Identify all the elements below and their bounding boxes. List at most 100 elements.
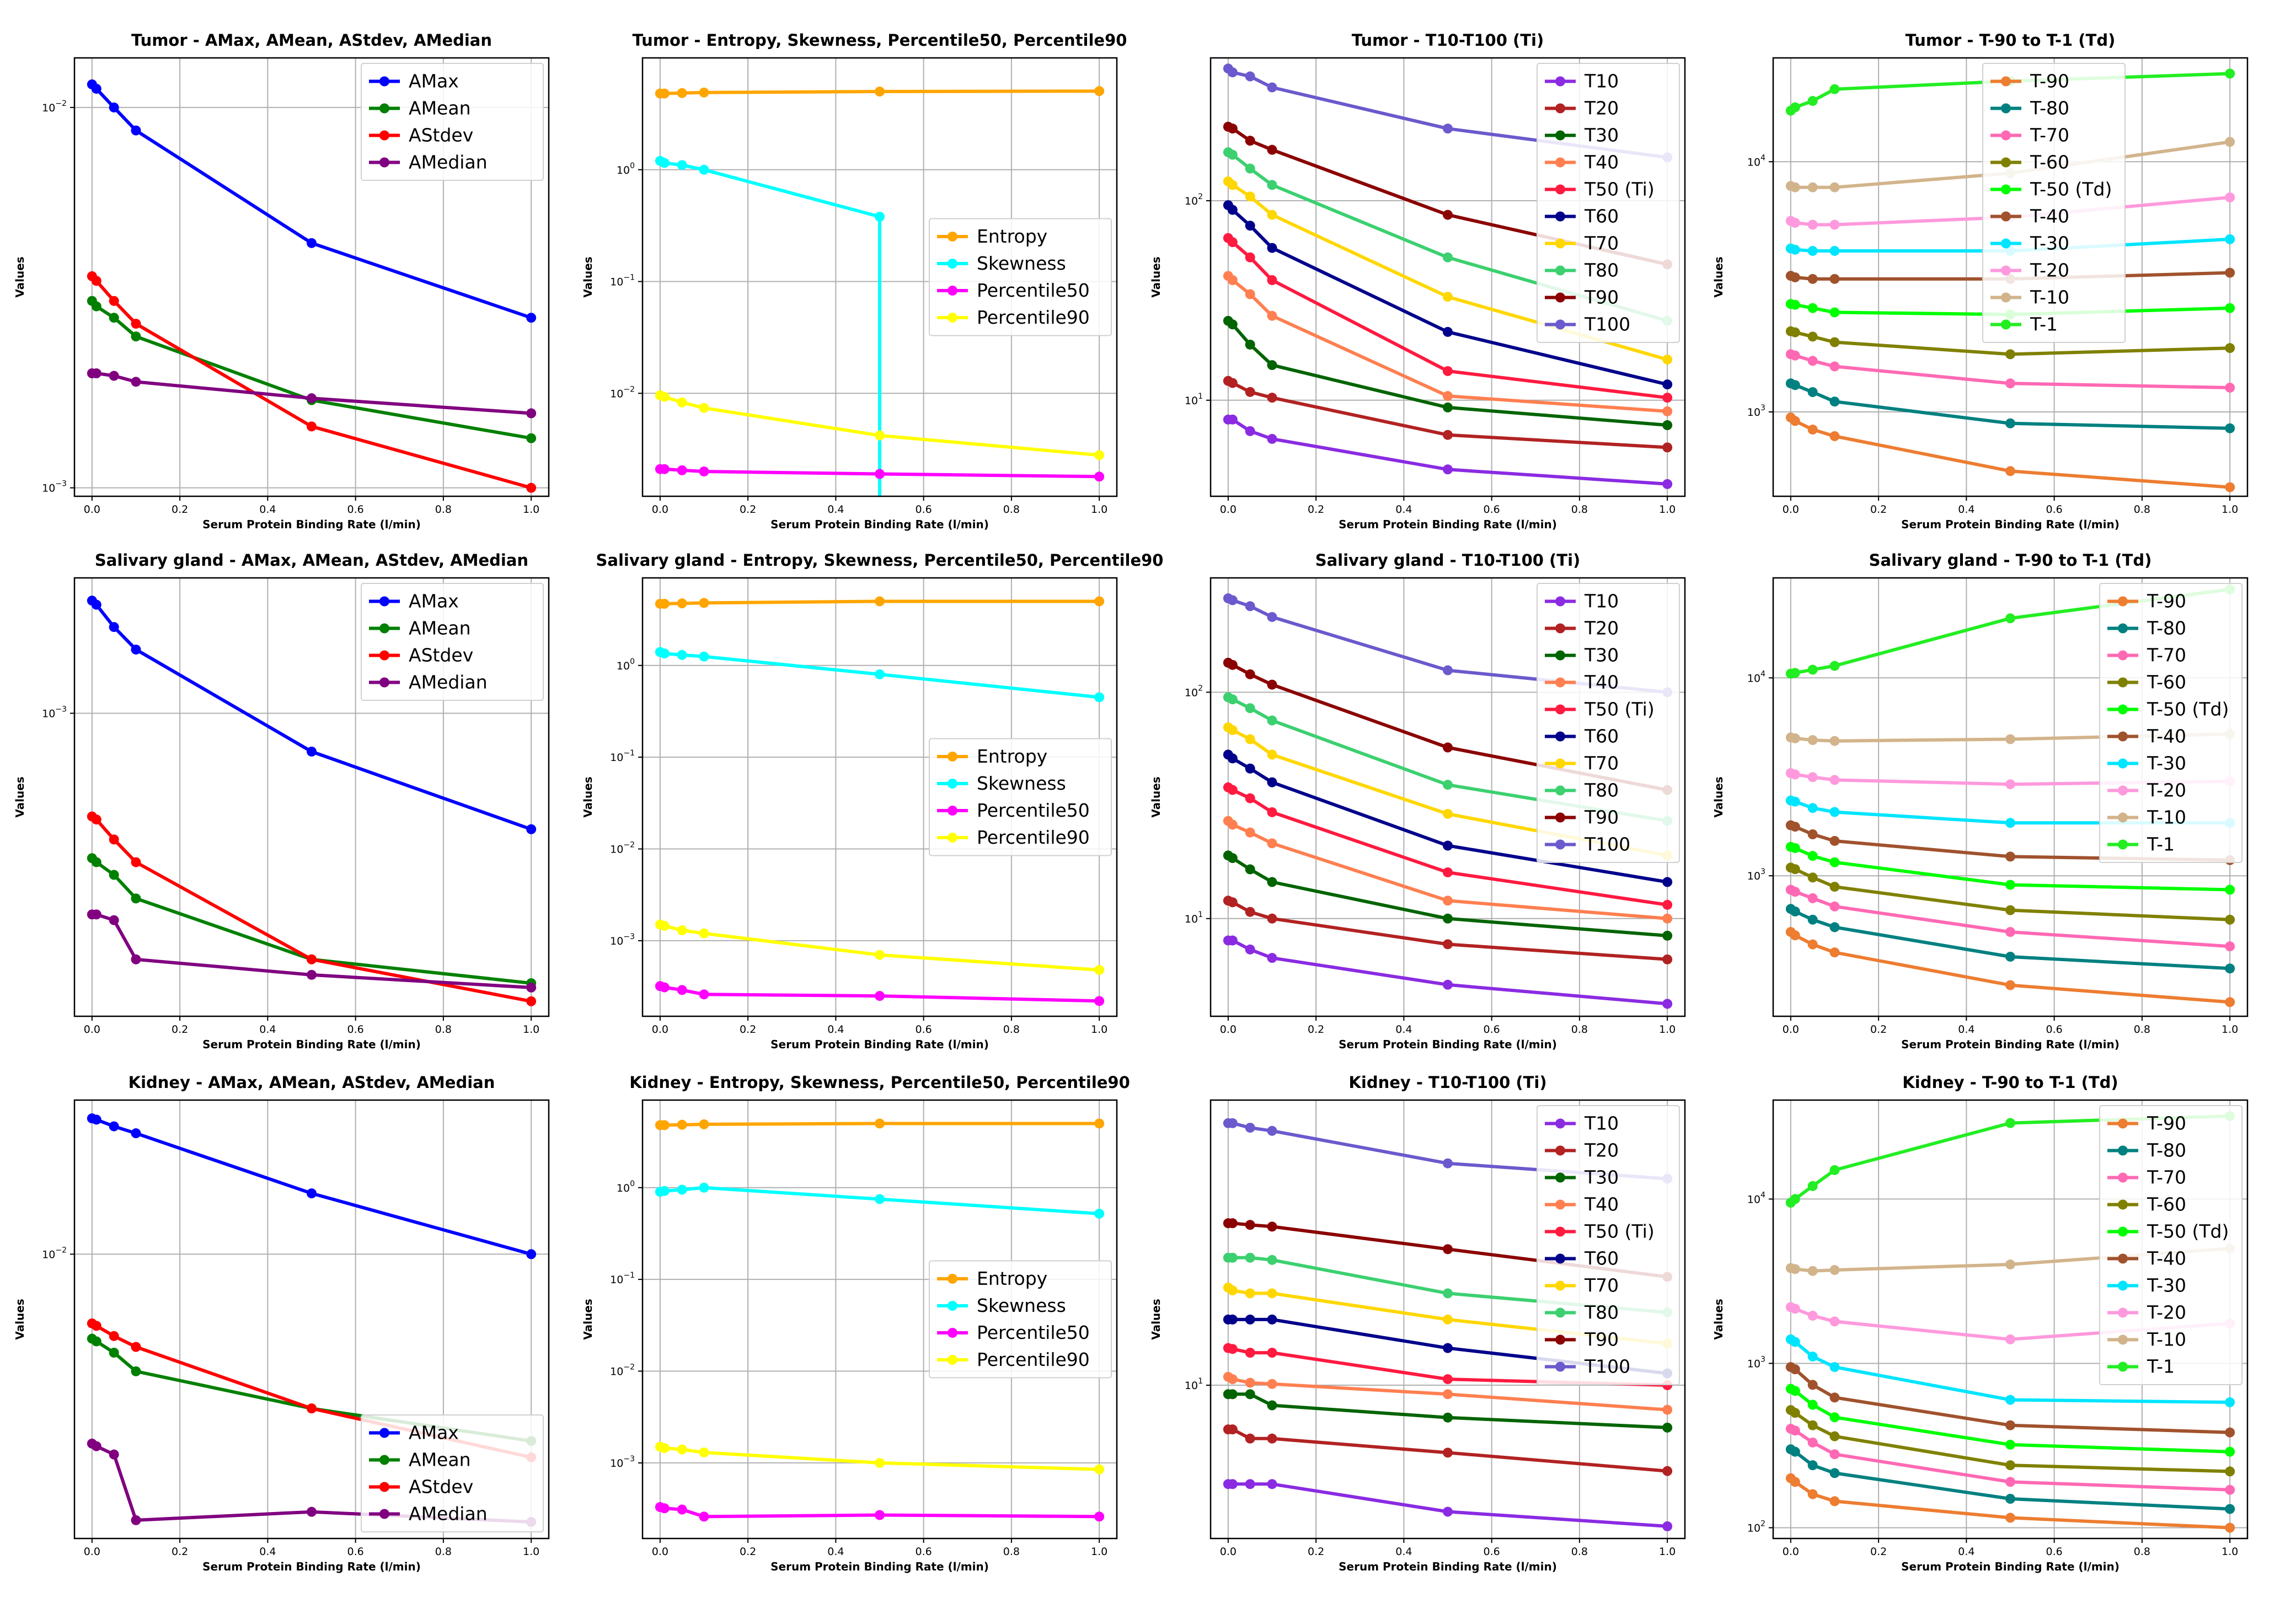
chart8-point-t-60-4: [2005, 905, 2015, 915]
chart11-line-t10: [1228, 1482, 1668, 1528]
chart3-point-t20-2: [1245, 387, 1255, 397]
chart3-legend-marker-t100: [1555, 319, 1565, 330]
chart12-point-t-80-5: [2225, 1504, 2235, 1514]
chart9-panel: Kidney - AMax, AMean, AStdev, AMedian 10−…: [13, 1073, 550, 1573]
chart5-legend-marker-amedian: [379, 677, 389, 688]
chart11-point-t80-4: [1443, 1288, 1453, 1299]
chart11-legend-label-t50-ti: T50 (Ti): [1584, 1221, 1655, 1242]
chart7-point-t100-4: [1443, 665, 1453, 675]
chart11-legend-label-t90: T90: [1584, 1329, 1619, 1350]
chart11-panel: Kidney - T10-T100 (Ti) 101 0.0 0.2 0.4 0.6 0.8…: [1149, 1073, 1686, 1573]
chart6-xtick-label-3: 0.6: [916, 1023, 932, 1036]
chart4-legend-label-t-50-td: T-50 (Td): [2030, 179, 2112, 200]
chart5-point-amean-3: [131, 893, 141, 904]
chart3-legend-marker-t50-ti: [1555, 184, 1565, 195]
chart1-point-amedian-5: [526, 408, 537, 419]
chart12-point-t-50-td-1: [1790, 1386, 1800, 1396]
chart11-legend-marker-t20: [1555, 1145, 1565, 1156]
chart12-point-t-1-3: [1829, 1165, 1840, 1175]
chart3-point-t10-2: [1245, 426, 1255, 436]
chart10-xtick-label-1: 0.2: [740, 1546, 756, 1558]
chart6-title: Salivary gland - Entropy, Skewness, Perc…: [596, 551, 1164, 570]
chart4-legend-marker-t-50-td: [2001, 184, 2011, 195]
chart9-point-amax-2: [109, 1121, 119, 1132]
chart6-point-entropy-1: [659, 598, 670, 609]
chart8-point-t-90-5: [2225, 997, 2235, 1007]
chart4-point-t-90-5: [2225, 482, 2235, 492]
chart12-point-t-60-2: [1807, 1420, 1818, 1430]
chart2-ylabel: Values: [581, 256, 595, 297]
chart12-legend-label-t-10: T-10: [2147, 1329, 2186, 1350]
chart7-legend-label-t20: T20: [1584, 618, 1619, 639]
chart8-point-t-70-5: [2225, 941, 2235, 952]
chart11-ylabel: Values: [1149, 1299, 1163, 1339]
chart8-point-t-40-1: [1790, 822, 1800, 832]
chart9-legend-label-amedian: AMedian: [409, 1503, 488, 1525]
chart9-line-amax: [92, 1117, 532, 1256]
chart3-legend-box: [1537, 63, 1680, 343]
chart8-legend-label-t-90: T-90: [2147, 591, 2186, 612]
chart12-point-t-90-4: [2005, 1513, 2015, 1523]
chart2-xtick-label-0: 0.0: [652, 503, 668, 516]
chart4-legend-marker-t-20: [2001, 265, 2011, 276]
chart9-xtick-label-3: 0.6: [347, 1546, 364, 1558]
chart2-point-entropy-5: [1094, 86, 1105, 96]
chart9-point-amax-1: [91, 1114, 101, 1125]
chart8-point-t-10-3: [1829, 736, 1840, 746]
chart4-point-t-10-1: [1790, 182, 1800, 192]
chart11-legend-label-t40: T40: [1584, 1194, 1619, 1215]
chart4-legend-box: [1982, 63, 2126, 343]
chart12-point-t-20-2: [1807, 1311, 1818, 1321]
chart12-point-t-1-2: [1807, 1181, 1818, 1191]
chart11-xtick-label-1: 0.2: [1308, 1546, 1324, 1558]
chart3-legend-label-t50-ti: T50 (Ti): [1584, 179, 1655, 200]
chart5-xtick-label-0: 0.0: [84, 1023, 100, 1036]
chart12-point-t-60-3: [1829, 1431, 1840, 1441]
chart8-point-t-60-1: [1790, 864, 1800, 875]
chart4-point-t-1-5: [2225, 68, 2235, 79]
chart10-point-percentile50-4: [875, 1510, 885, 1520]
chart12-legend-marker-t-70: [2118, 1172, 2128, 1183]
chart2-plot-frame: [641, 57, 1118, 497]
chart3-point-t20-5: [1662, 442, 1673, 453]
chart7-point-t60-5: [1662, 877, 1673, 887]
chart7-point-t10-1: [1227, 935, 1238, 946]
chart9-plot-frame: [73, 1099, 550, 1540]
chart8-point-t-30-3: [1829, 807, 1840, 817]
chart10-ytick-label-3: 100: [617, 1180, 635, 1194]
chart11-xtick-label-5: 1.0: [1659, 1546, 1676, 1558]
chart10-ytick-label-0: 10−3: [610, 1455, 635, 1470]
chart8-xtick-label-2: 0.4: [1958, 1023, 1974, 1036]
chart6-legend-label-entropy: Entropy: [977, 746, 1047, 767]
chart10-point-percentile90-4: [875, 1457, 885, 1468]
chart5-ylabel: Values: [13, 776, 26, 817]
chart5-xtick-label-3: 0.6: [347, 1023, 364, 1036]
chart12-plot-frame: [1772, 1099, 2249, 1540]
chart12-legend-marker-t-10: [2118, 1334, 2128, 1345]
chart12-point-t-80-2: [1807, 1460, 1818, 1471]
chart3-legend-marker-t70: [1555, 238, 1565, 249]
chart3-legend-label-t90: T90: [1584, 287, 1619, 308]
chart10-point-percentile50-5: [1094, 1511, 1105, 1522]
chart8-point-t-1-1: [1790, 668, 1800, 678]
chart8-legend-marker-t-50-td: [2118, 704, 2128, 715]
chart12-legend-marker-t-30: [2118, 1280, 2128, 1291]
chart4-legend-label-t-20: T-20: [2030, 260, 2069, 281]
chart7-legend-label-t50-ti: T50 (Ti): [1584, 699, 1655, 720]
chart2-legend-marker-entropy: [948, 232, 957, 242]
chart5-xtick-label-2: 0.4: [259, 1023, 276, 1036]
chart8-point-t-40-3: [1829, 835, 1840, 846]
chart12-title: Kidney - T-90 to T-1 (Td): [1902, 1073, 2118, 1092]
chart4-point-t-1-2: [1807, 96, 1818, 106]
chart12-xtick-label-2: 0.4: [1958, 1546, 1974, 1558]
chart11-point-t70-2: [1245, 1288, 1255, 1299]
chart12-point-t-80-3: [1829, 1468, 1840, 1478]
chart5-point-amax-4: [307, 746, 317, 757]
chart8-point-t-50-td-5: [2225, 884, 2235, 895]
chart8-point-t-20-1: [1790, 769, 1800, 780]
chart7-legend-label-t10: T10: [1584, 591, 1619, 612]
chart4-legend-marker-t-30: [2001, 238, 2011, 249]
chart2-point-skewness-4: [875, 211, 885, 222]
chart11-point-t40-3: [1267, 1379, 1277, 1389]
chart8-point-t-10-1: [1790, 733, 1800, 743]
